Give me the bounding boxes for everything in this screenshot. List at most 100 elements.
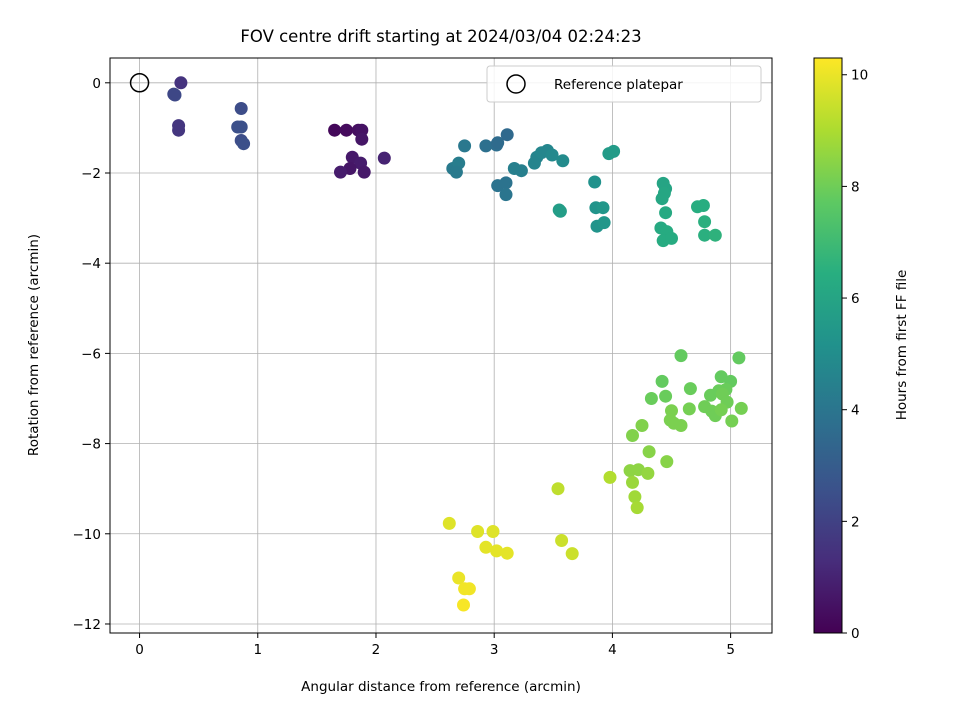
data-point [698, 215, 712, 229]
data-point [734, 401, 748, 415]
data-point [555, 534, 569, 547]
data-point [659, 206, 673, 220]
data-point [357, 165, 371, 179]
data-point [377, 151, 391, 165]
chart-title: FOV centre drift starting at 2024/03/04 … [240, 27, 641, 46]
data-point [234, 120, 248, 134]
data-point [553, 204, 567, 218]
data-point [630, 501, 644, 515]
data-point [698, 228, 712, 242]
legend: Reference platepar [486, 65, 762, 103]
x-tick-label: 3 [490, 642, 499, 658]
colorbar-gradient [814, 58, 842, 633]
data-point [490, 544, 504, 558]
data-point [596, 201, 610, 215]
plot-frame [109, 57, 773, 634]
data-point [339, 123, 353, 137]
data-point [457, 598, 470, 612]
x-tick-label: 2 [372, 642, 381, 658]
data-point [725, 414, 739, 428]
reference-platepar-marker [129, 73, 150, 93]
colorbar-tick-label: 4 [851, 403, 860, 419]
data-point [479, 540, 493, 554]
data-point [491, 136, 505, 150]
data-point [626, 475, 639, 489]
x-tick-label: 4 [608, 642, 617, 658]
colorbar-tick-label: 2 [851, 514, 860, 530]
data-point [603, 470, 617, 484]
data-point [588, 175, 602, 189]
data-point [655, 192, 669, 206]
data-point [665, 231, 678, 245]
data-point [659, 389, 673, 403]
data-point [237, 137, 251, 151]
data-point [642, 445, 656, 459]
data-point [167, 87, 181, 101]
data-point [500, 128, 514, 142]
data-point [714, 403, 728, 417]
legend-entry-reference-platepar: Reference platepar [554, 77, 683, 93]
data-point [500, 546, 514, 560]
data-point [499, 176, 513, 190]
colorbar-tick-label: 10 [851, 68, 868, 84]
data-point [644, 392, 658, 405]
data-point [556, 154, 570, 168]
data-point [514, 164, 528, 178]
colorbar-frame [813, 57, 843, 634]
legend-marker [506, 74, 526, 94]
data-point [471, 525, 485, 538]
data-point [452, 571, 466, 585]
data-point [655, 374, 669, 388]
x-tick-label: 5 [726, 642, 735, 658]
y-axis-label: Rotation from reference (arcmin) [26, 234, 42, 456]
data-point [641, 466, 655, 480]
data-point [479, 139, 493, 153]
y-tick-label: −8 [81, 437, 101, 453]
data-point [696, 199, 710, 212]
data-point [626, 429, 639, 442]
colorbar-label: Hours from first FF file [894, 270, 910, 421]
data-point [355, 123, 369, 137]
data-point [334, 165, 347, 179]
y-tick-label: −10 [73, 527, 102, 543]
data-point [732, 351, 746, 365]
colorbar-tick-label: 0 [851, 626, 860, 642]
y-tick-label: −12 [73, 617, 102, 633]
data-point [551, 482, 565, 496]
y-axis-ticks: 0 −2 −4 −6 −8 −10 −12 [73, 76, 110, 633]
y-tick-label: −2 [81, 166, 101, 182]
data-point [607, 144, 621, 158]
data-point [486, 525, 500, 538]
y-tick-label: −6 [81, 346, 101, 362]
data-point [565, 547, 579, 561]
data-point [597, 216, 611, 230]
colorbar-tick-label: 8 [851, 179, 860, 195]
legend-box [486, 65, 762, 103]
data-point [660, 455, 674, 469]
colorbar: 0 2 4 6 8 10 Hours from first FF file [813, 57, 910, 642]
y-tick-label: −4 [81, 256, 101, 272]
colorbar-tick-label: 6 [851, 291, 860, 307]
data-point [355, 132, 369, 146]
data-point [682, 402, 696, 416]
scatter-points [167, 76, 748, 612]
x-tick-label: 0 [135, 642, 144, 658]
data-point [708, 228, 722, 242]
data-point [449, 165, 463, 179]
colorbar-ticks: 0 2 4 6 8 10 [842, 68, 868, 642]
data-point [462, 582, 476, 596]
data-point [174, 76, 188, 90]
data-point [234, 102, 248, 115]
y-tick-label: 0 [92, 76, 101, 92]
data-point [458, 139, 472, 153]
data-point [674, 419, 688, 432]
data-point [628, 490, 642, 504]
data-point [328, 123, 342, 137]
grid [110, 58, 772, 633]
x-axis-ticks: 0 1 2 3 4 5 [135, 633, 735, 658]
x-tick-label: 1 [253, 642, 262, 658]
data-point [442, 516, 456, 530]
data-point [674, 349, 688, 363]
x-axis-label: Angular distance from reference (arcmin) [301, 679, 581, 695]
